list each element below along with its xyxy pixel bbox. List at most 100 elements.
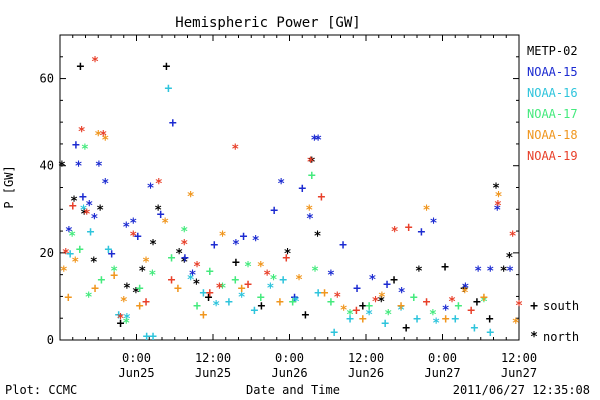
data-point: + xyxy=(346,312,354,327)
data-point: * xyxy=(327,269,335,284)
x-tick-label-date: Jun26 xyxy=(271,366,307,380)
data-point: + xyxy=(480,290,488,305)
data-point: * xyxy=(252,234,260,249)
data-point: + xyxy=(390,273,398,288)
data-point: * xyxy=(378,290,386,305)
data-point: * xyxy=(123,312,131,327)
data-point: * xyxy=(71,256,79,271)
data-point: + xyxy=(168,273,176,288)
data-point: * xyxy=(266,282,274,297)
legend-item: NOAA-17 xyxy=(527,107,578,121)
data-point: * xyxy=(85,290,93,305)
data-point: + xyxy=(405,221,413,236)
data-point: * xyxy=(193,277,201,292)
legend-item: NOAA-15 xyxy=(527,65,578,79)
data-point: + xyxy=(282,251,290,266)
data-point: + xyxy=(205,290,213,305)
y-tick-label: 0 xyxy=(47,333,54,347)
data-point: + xyxy=(460,282,468,297)
y-tick-label: 40 xyxy=(40,159,54,173)
data-point: * xyxy=(215,282,223,297)
data-point: + xyxy=(110,269,118,284)
data-point: * xyxy=(314,229,322,244)
data-point: * xyxy=(284,247,292,262)
data-point: * xyxy=(493,203,501,218)
data-point: * xyxy=(263,269,271,284)
y-axis-ticks: 0 20 40 60 xyxy=(40,34,519,347)
x-axis-ticks: 0:00Jun2512:00Jun250:00Jun2612:00Jun260:… xyxy=(72,35,537,380)
x-tick-label-date: Jun26 xyxy=(348,366,384,380)
data-point: + xyxy=(276,295,284,310)
data-point: + xyxy=(327,295,335,310)
data-point: * xyxy=(372,295,380,310)
data-point: * xyxy=(509,229,517,244)
data-point: * xyxy=(149,238,157,253)
data-point: + xyxy=(240,229,248,244)
data-point: * xyxy=(101,134,109,149)
data-point: * xyxy=(187,190,195,205)
data-point: * xyxy=(333,290,341,305)
series-legend: METP-02 NOAA-15 NOAA-16 NOAA-17 NOAA-18 NOAA-… xyxy=(527,44,578,163)
data-point: + xyxy=(200,286,208,301)
data-point: * xyxy=(68,229,76,244)
data-point: * xyxy=(94,129,102,144)
data-point: + xyxy=(413,312,421,327)
data-point: * xyxy=(81,142,89,157)
data-point: + xyxy=(298,182,306,197)
data-point: + xyxy=(291,290,299,305)
data-point: * xyxy=(492,182,500,197)
data-point: * xyxy=(75,160,83,175)
data-point: + xyxy=(69,199,77,214)
data-point: * xyxy=(423,203,431,218)
x-tick-label-date: Jun25 xyxy=(195,366,231,380)
data-point: * xyxy=(65,225,73,240)
data-point: + xyxy=(76,243,84,258)
data-point: * xyxy=(91,212,99,227)
data-point: + xyxy=(270,203,278,218)
data-point: * xyxy=(391,225,399,240)
data-point: + xyxy=(473,295,481,310)
data-point: + xyxy=(486,325,494,340)
data-point: + xyxy=(157,208,165,223)
data-point: + xyxy=(359,299,367,314)
data-point: * xyxy=(122,221,130,236)
data-point: * xyxy=(398,286,406,301)
data-point: * xyxy=(244,260,252,275)
data-point: + xyxy=(164,81,172,96)
data-point: * xyxy=(277,177,285,192)
x-tick-label-date: Jun25 xyxy=(118,366,154,380)
data-point: + xyxy=(451,312,459,327)
data-point: * xyxy=(142,256,150,271)
data-point: * xyxy=(95,160,103,175)
x-tick-label-time: 12:00 xyxy=(348,351,384,365)
data-point: * xyxy=(307,155,315,170)
data-point: * xyxy=(432,317,440,332)
data-point: + xyxy=(79,190,87,205)
data-point: * xyxy=(78,125,86,140)
data-point: * xyxy=(110,264,118,279)
data-point: * xyxy=(270,273,278,288)
data-point: + xyxy=(91,282,99,297)
data-point: * xyxy=(123,282,131,297)
data-point: * xyxy=(442,304,450,319)
data-point: + xyxy=(76,60,84,75)
data-point: + xyxy=(168,251,176,266)
data-point: + xyxy=(441,260,449,275)
data-point: * xyxy=(117,312,125,327)
data-point: + xyxy=(314,286,322,301)
x-tick-label-date: Jun27 xyxy=(501,366,537,380)
data-point: + xyxy=(105,243,113,258)
data-point: * xyxy=(365,308,373,323)
data-point: * xyxy=(305,203,313,218)
marker-legend-symbol: + xyxy=(530,299,538,314)
data-point: + xyxy=(365,299,373,314)
data-point: * xyxy=(91,55,99,70)
data-point: * xyxy=(219,229,227,244)
data-point: + xyxy=(193,299,201,314)
marker-legend-label: north xyxy=(543,330,579,344)
data-point: * xyxy=(506,264,514,279)
data-point: * xyxy=(101,177,109,192)
data-point: * xyxy=(494,199,502,214)
data-point: + xyxy=(87,225,95,240)
data-point: * xyxy=(486,264,494,279)
